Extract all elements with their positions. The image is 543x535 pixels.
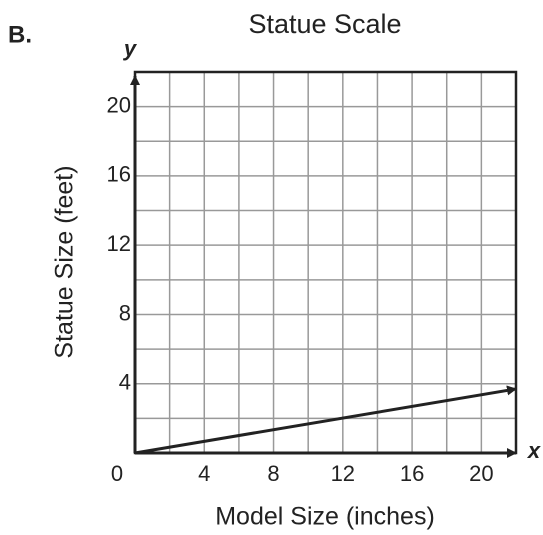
- x-tick-label: 4: [198, 461, 210, 486]
- x-tick-label: 16: [400, 461, 424, 486]
- x-tick-label: 12: [331, 461, 355, 486]
- y-tick-label: 8: [119, 300, 131, 325]
- y-tick-label: 20: [107, 92, 131, 117]
- x-axis-letter: x: [527, 438, 541, 463]
- x-axis-label: Model Size (inches): [215, 503, 435, 531]
- y-tick-label: 16: [107, 162, 131, 187]
- chart-title: Statue Scale: [248, 9, 401, 39]
- plot-border: [133, 70, 518, 455]
- y-axis-letter: y: [123, 36, 138, 61]
- y-tick-label: 4: [119, 370, 131, 395]
- data-line: [134, 385, 517, 455]
- y-tick-label: 12: [107, 231, 131, 256]
- x-tick-label: 8: [267, 461, 279, 486]
- y-axis-label: Statue Size (feet): [51, 165, 79, 358]
- x-tick-label: 0: [111, 461, 123, 486]
- panel-label: B.: [8, 21, 32, 48]
- x-tick-label: 20: [469, 461, 493, 486]
